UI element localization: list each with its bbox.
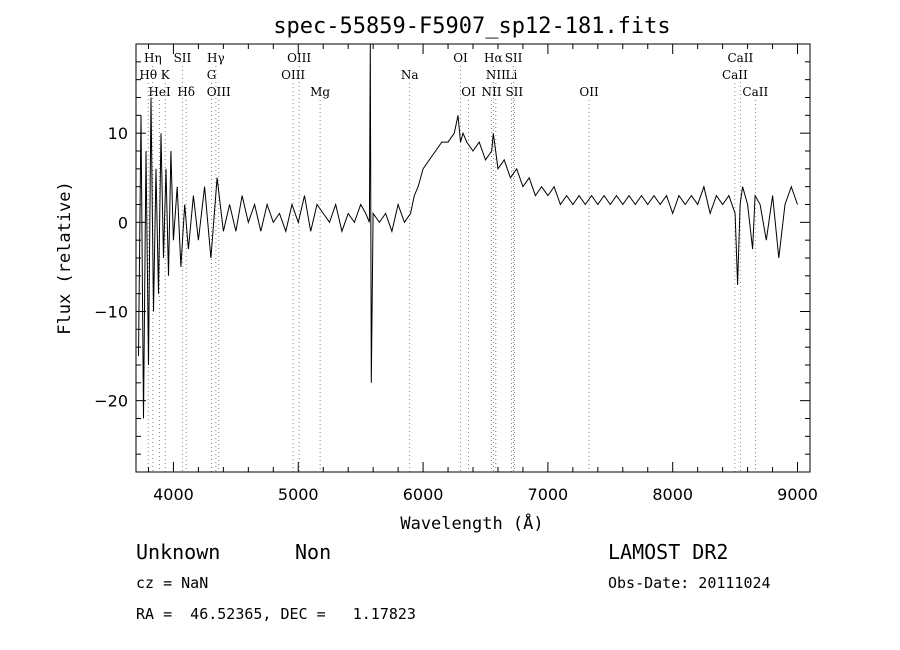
spectral-line-label: Hα xyxy=(484,51,503,65)
plot-frame xyxy=(135,43,811,473)
spectral-line-label: SII xyxy=(505,85,523,99)
x-tick-label: 4000 xyxy=(153,485,194,504)
axis-ticks: 4000 5000 6000 7000 8000 9000 −20 −10 0 10 xyxy=(94,44,818,504)
y-tick-label: 0 xyxy=(118,213,128,232)
spectral-line-label: Hη xyxy=(144,51,162,65)
survey-name: LAMOST DR2 xyxy=(608,540,729,564)
object-class: Unknown xyxy=(136,540,221,564)
redshift-cz: cz = NaN xyxy=(136,574,209,592)
spectral-line-label: OIII xyxy=(287,51,311,65)
object-subclass: Non xyxy=(295,540,332,564)
spectral-line-label: G xyxy=(207,68,217,82)
x-tick-label: 9000 xyxy=(777,485,818,504)
observation-date: Obs-Date: 20111024 xyxy=(608,574,771,592)
spectral-line-markers xyxy=(147,66,756,472)
x-tick-label: 8000 xyxy=(652,485,693,504)
spectrum-chart: spec-55859-F5907_sp12-181.fits 4000 5000 6… xyxy=(55,14,818,534)
x-tick-label: 7000 xyxy=(528,485,569,504)
x-axis-label: Wavelength (Å) xyxy=(400,512,543,534)
spectral-line-label: K xyxy=(161,68,171,82)
spectral-line-label: NII xyxy=(486,68,506,82)
spectral-line-label: OII xyxy=(579,85,599,99)
spectral-line-label: CaII xyxy=(722,68,748,82)
spectral-line-label: SII xyxy=(505,51,523,65)
spectral-line-label: SII xyxy=(174,51,192,65)
spectral-line-label: Li xyxy=(506,68,518,82)
y-axis-label: Flux (relative) xyxy=(55,181,75,335)
spectral-line-label: Hθ xyxy=(139,68,157,82)
x-tick-label: 5000 xyxy=(278,485,319,504)
spectral-line-label: Hδ xyxy=(177,85,195,99)
x-tick-label: 6000 xyxy=(403,485,444,504)
spectral-line-label: Mg xyxy=(310,85,330,99)
y-tick-label: 10 xyxy=(108,124,128,143)
y-tick-label: −20 xyxy=(94,392,128,411)
spectral-line-label: OI xyxy=(453,51,468,65)
spectral-line-label: Na xyxy=(401,68,419,82)
spectral-line-label: OIII xyxy=(281,68,305,82)
spectral-line-label: OI xyxy=(461,85,476,99)
spectral-line-label: Hγ xyxy=(207,51,225,65)
coordinates: RA = 46.52365, DEC = 1.17823 xyxy=(136,605,416,623)
y-tick-label: −10 xyxy=(94,303,128,322)
spectral-line-label: CaII xyxy=(742,85,768,99)
spectral-line-label: HeI xyxy=(148,85,171,99)
spectral-line-label: CaII xyxy=(727,51,753,65)
spectrum-series-line xyxy=(138,43,798,419)
spectral-line-label: NII xyxy=(481,85,501,99)
spectral-line-label: OIII xyxy=(207,85,231,99)
chart-title: spec-55859-F5907_sp12-181.fits xyxy=(273,14,670,39)
